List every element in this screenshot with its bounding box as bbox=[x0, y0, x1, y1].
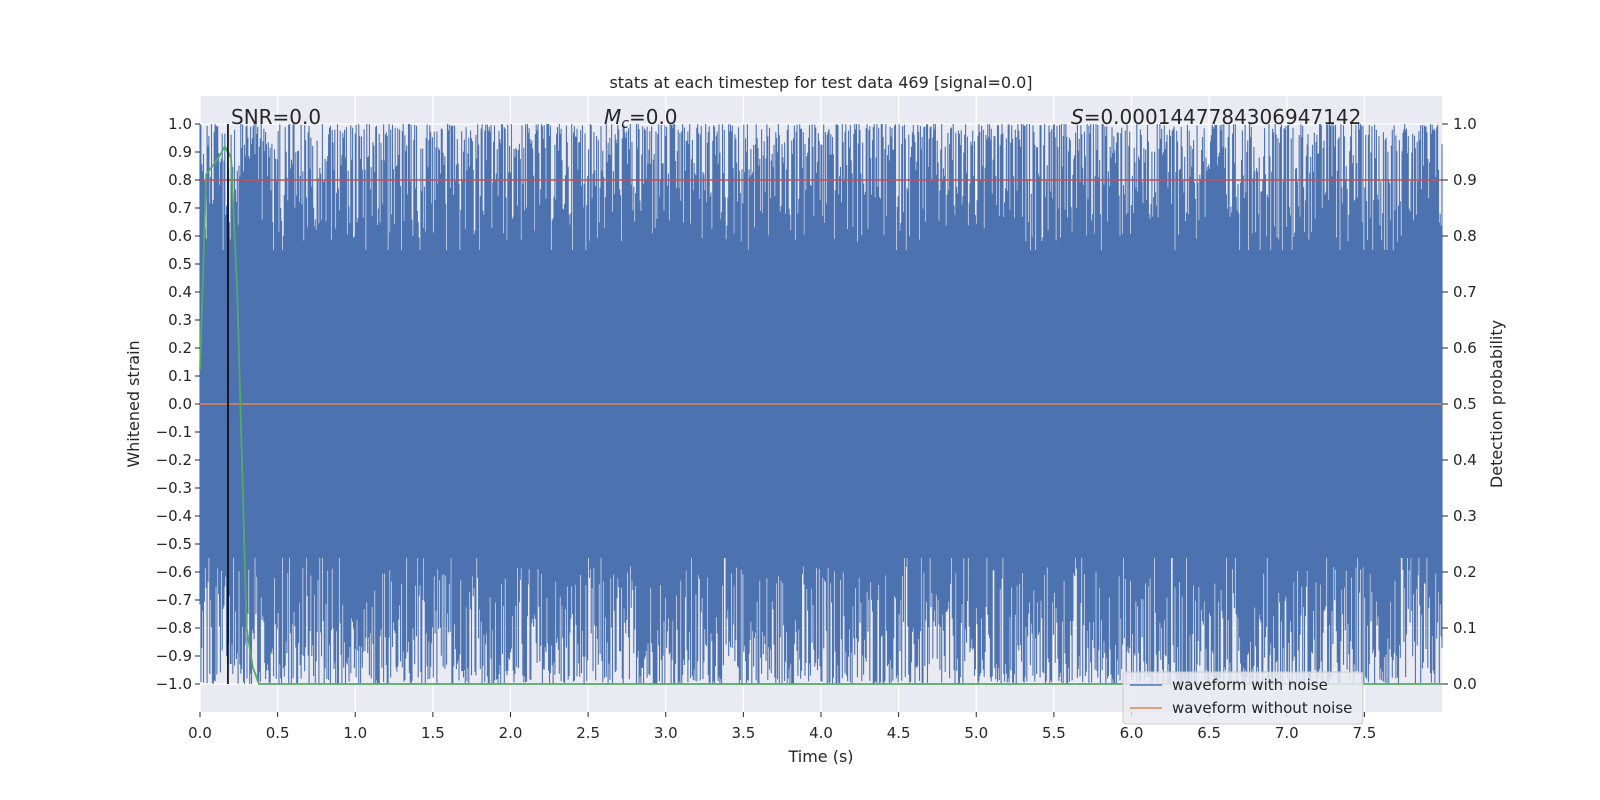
line-layer bbox=[199, 124, 1442, 685]
y-left-tick-label: −0.9 bbox=[156, 647, 192, 665]
y-left-tick-label: 0.0 bbox=[168, 395, 192, 413]
y-left-tick-label: 0.1 bbox=[168, 367, 192, 385]
y-right-tick-label: 1.0 bbox=[1453, 115, 1477, 133]
y-left-tick-label: 0.8 bbox=[168, 171, 192, 189]
y-left-tick-label: 0.6 bbox=[168, 227, 192, 245]
y-left-tick-label: −0.4 bbox=[156, 507, 192, 525]
x-tick-label: 3.5 bbox=[731, 724, 755, 742]
x-tick-label: 2.0 bbox=[499, 724, 523, 742]
mc-subscript: c bbox=[621, 116, 629, 132]
y-axis-left-label: Whitened strain bbox=[124, 340, 143, 467]
y-left-tick-label: −0.1 bbox=[156, 423, 192, 441]
x-tick-label: 7.0 bbox=[1275, 724, 1299, 742]
mc-symbol: M bbox=[604, 105, 621, 129]
s-value: =0.0001447784306947142 bbox=[1084, 105, 1362, 129]
y-left-tick-label: 1.0 bbox=[168, 115, 192, 133]
legend-box bbox=[1122, 671, 1364, 725]
y-left-tick-label: −0.7 bbox=[156, 591, 192, 609]
y-left-tick-label: 0.2 bbox=[168, 339, 192, 357]
s-annotation: S=0.0001447784306947142 bbox=[1071, 105, 1361, 129]
x-tick-label: 0.5 bbox=[266, 724, 290, 742]
y-right-tick-label: 0.9 bbox=[1453, 171, 1477, 189]
y-right-tick-label: 0.4 bbox=[1453, 451, 1477, 469]
y-left-tick-label: −0.5 bbox=[156, 535, 192, 553]
y-left-tick-label: 0.7 bbox=[168, 199, 192, 217]
chirp-mass-annotation: Mc=0.0 bbox=[604, 105, 678, 132]
y-right-tick-label: 0.3 bbox=[1453, 507, 1477, 525]
y-axis-right-label: Detection probability bbox=[1487, 320, 1506, 488]
x-tick-label: 1.0 bbox=[343, 724, 367, 742]
y-right-tick-label: 0.1 bbox=[1453, 619, 1477, 637]
y-left-tick-label: −0.3 bbox=[156, 479, 192, 497]
tick-labels: 1.0 0.9 0.8 0.7 0.6 0.5 0.4 0.3 0.2 0.1 0.0 −0.1 −0.… bbox=[156, 115, 1477, 742]
legend: waveform with noise waveform without noi… bbox=[1122, 671, 1364, 725]
y-right-tick-label: 0.8 bbox=[1453, 227, 1477, 245]
x-tick-label: 0.0 bbox=[188, 724, 212, 742]
x-tick-label: 6.5 bbox=[1197, 724, 1221, 742]
y-left-tick-label: 0.9 bbox=[168, 143, 192, 161]
chart-title: stats at each timestep for test data 469… bbox=[609, 73, 1032, 92]
x-axis-label: Time (s) bbox=[787, 747, 853, 766]
x-tick-label: 4.0 bbox=[809, 724, 833, 742]
y-left-tick-label: 0.3 bbox=[168, 311, 192, 329]
y-left-tick-label: −1.0 bbox=[156, 675, 192, 693]
x-tick-label: 4.5 bbox=[887, 724, 911, 742]
series-detection-probability bbox=[199, 144, 1442, 685]
y-right-tick-label: 0.2 bbox=[1453, 563, 1477, 581]
snr-annotation: SNR=0.0 bbox=[231, 105, 321, 129]
y-left-tick-label: −0.2 bbox=[156, 451, 192, 469]
y-left-tick-label: 0.4 bbox=[168, 283, 192, 301]
x-tick-label: 7.5 bbox=[1352, 724, 1376, 742]
y-right-tick-label: 0.0 bbox=[1453, 675, 1477, 693]
x-tick-label: 3.0 bbox=[654, 724, 678, 742]
mc-value: =0.0 bbox=[629, 105, 678, 129]
y-right-tick-label: 0.7 bbox=[1453, 283, 1477, 301]
s-symbol: S bbox=[1071, 105, 1084, 129]
y-right-tick-label: 0.5 bbox=[1453, 395, 1477, 413]
y-left-tick-label: 0.5 bbox=[168, 255, 192, 273]
x-tick-label: 5.0 bbox=[964, 724, 988, 742]
y-left-tick-label: −0.6 bbox=[156, 563, 192, 581]
y-right-tick-label: 0.6 bbox=[1453, 339, 1477, 357]
legend-label-clean: waveform without noise bbox=[1172, 699, 1352, 717]
legend-label-noise: waveform with noise bbox=[1172, 676, 1328, 694]
x-tick-label: 6.0 bbox=[1120, 724, 1144, 742]
x-tick-label: 1.5 bbox=[421, 724, 445, 742]
y-left-tick-label: −0.8 bbox=[156, 619, 192, 637]
x-tick-label: 2.5 bbox=[576, 724, 600, 742]
x-tick-label: 5.5 bbox=[1042, 724, 1066, 742]
